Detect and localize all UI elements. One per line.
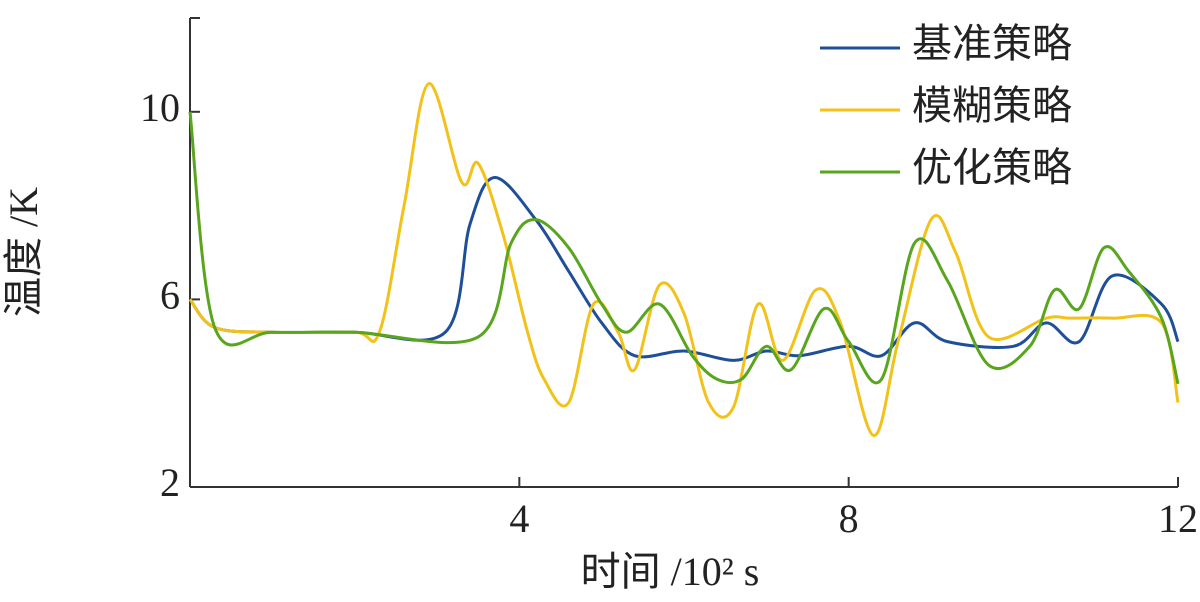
series-line [188,82,1180,437]
legend-label: 模糊策略 [912,83,1072,128]
legend-label: 基准策略 [912,21,1072,66]
x-tick-label: 12 [1158,496,1198,541]
series-line [188,111,1180,385]
y-tick-label: 10 [140,85,180,130]
x-axis-title: 时间 /10² s [581,549,760,594]
y-tick-label: 6 [160,273,180,318]
legend-label: 优化策略 [912,145,1072,190]
y-tick-label: 2 [160,460,180,505]
series-line [188,175,1180,362]
y-axis-title: 温度 /K [1,187,46,317]
x-tick-label: 4 [509,496,529,541]
x-tick-label: 8 [839,496,859,541]
